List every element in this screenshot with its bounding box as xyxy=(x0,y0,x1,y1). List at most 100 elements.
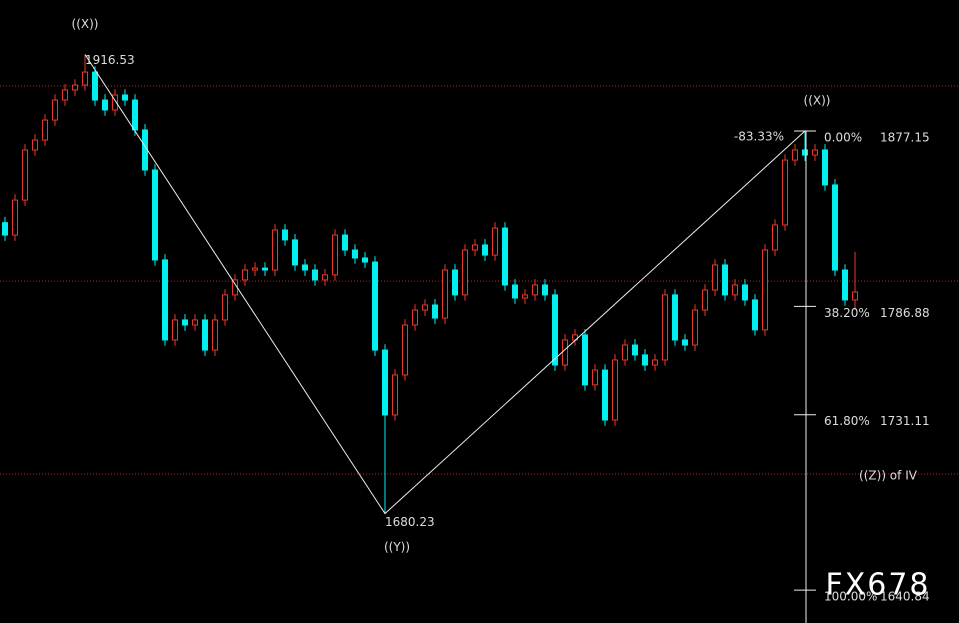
candle-body xyxy=(202,319,208,351)
candle-body xyxy=(292,239,298,266)
wave-label: ((Y)) xyxy=(384,540,410,554)
candle-body xyxy=(32,139,38,151)
candle-body xyxy=(682,339,688,346)
fib-price: 1640.84 xyxy=(880,590,930,604)
candle-body xyxy=(622,344,628,361)
candle-body xyxy=(162,259,168,341)
candle-body xyxy=(252,267,258,271)
candle-body xyxy=(612,359,618,421)
candle-body xyxy=(812,149,818,156)
candle-body xyxy=(152,169,158,261)
candle-body xyxy=(582,334,588,386)
candle-body xyxy=(432,304,438,319)
candle-body xyxy=(392,374,398,416)
candle-body xyxy=(92,71,98,101)
candle-body xyxy=(122,94,128,101)
candle-body xyxy=(372,261,378,351)
candle-body xyxy=(262,267,268,271)
fib-price: 1786.88 xyxy=(880,306,930,320)
candle-body xyxy=(342,234,348,251)
candle-body xyxy=(382,349,388,416)
candle-body xyxy=(672,294,678,341)
candle-body xyxy=(792,149,798,161)
fib-ratio: 38.20% xyxy=(824,306,870,320)
candle-body xyxy=(852,291,858,301)
candle-body xyxy=(172,319,178,341)
candle-body xyxy=(842,269,848,301)
candle-body xyxy=(472,244,478,251)
wave-line xyxy=(84,54,806,515)
candle-body xyxy=(352,249,358,259)
candle-body xyxy=(542,284,548,296)
candle-body xyxy=(62,89,68,101)
candle-body xyxy=(412,309,418,326)
candle-body xyxy=(632,344,638,356)
candle-body xyxy=(602,369,608,421)
candle-body xyxy=(512,284,518,299)
candle-body xyxy=(422,304,428,311)
candle-body xyxy=(242,269,248,281)
candle-body xyxy=(322,274,328,281)
candle-body xyxy=(72,84,78,91)
candle-body xyxy=(192,319,198,326)
wave-price: 1916.53 xyxy=(85,53,135,67)
candle-body xyxy=(482,244,488,256)
candle-body xyxy=(552,294,558,366)
candle-body xyxy=(802,149,808,156)
candle-body xyxy=(532,284,538,296)
candle-body xyxy=(702,289,708,311)
fib-ratio: 100.00% xyxy=(824,590,877,604)
candle-body xyxy=(212,319,218,351)
candle-body xyxy=(712,264,718,291)
target-label: ((Z)) of IV xyxy=(859,469,918,483)
candle-body xyxy=(102,99,108,111)
fib-ratio: 0.00% xyxy=(824,131,862,145)
wave-label: ((X)) xyxy=(72,17,99,31)
candle-body xyxy=(452,269,458,296)
candle-body xyxy=(492,227,498,256)
candle-body xyxy=(662,294,668,361)
fib-start-label: -83.33% xyxy=(734,130,784,144)
candle-body xyxy=(42,119,48,141)
candle-body xyxy=(822,149,828,186)
wave-price: 1680.23 xyxy=(385,515,435,529)
candle-body xyxy=(402,324,408,376)
candle-body xyxy=(282,229,288,241)
candle-body xyxy=(562,339,568,366)
candle-body xyxy=(772,224,778,251)
candle-body xyxy=(142,129,148,171)
candle-body xyxy=(272,229,278,271)
candle-body xyxy=(302,264,308,271)
candle-body xyxy=(722,264,728,296)
fib-ratio: 61.80% xyxy=(824,414,870,428)
candle-body xyxy=(112,94,118,111)
candle-body xyxy=(132,99,138,131)
candle-body xyxy=(312,269,318,281)
wave-label: ((X)) xyxy=(804,94,831,108)
candle-body xyxy=(732,284,738,296)
candle-body xyxy=(752,299,758,331)
candle-body xyxy=(332,234,338,276)
candle-body xyxy=(832,184,838,271)
candle-body xyxy=(222,294,228,321)
candle-body xyxy=(462,249,468,296)
candle-body xyxy=(52,99,58,121)
candle-body xyxy=(2,222,8,236)
candle-body xyxy=(182,319,188,326)
watermark: FX678 xyxy=(825,568,930,603)
candle-body xyxy=(642,354,648,366)
candle-body xyxy=(12,199,18,236)
candle-body xyxy=(442,269,448,319)
candle-body xyxy=(82,71,88,86)
fib-price: 1877.15 xyxy=(880,131,930,145)
candle-body xyxy=(782,159,788,226)
candle-body xyxy=(592,369,598,386)
fib-price: 1731.11 xyxy=(880,414,930,428)
candle-body xyxy=(522,294,528,299)
candle-body xyxy=(502,227,508,286)
candle-body xyxy=(742,284,748,301)
candle-body xyxy=(652,359,658,366)
candle-body xyxy=(692,309,698,346)
candle-body xyxy=(22,149,28,201)
